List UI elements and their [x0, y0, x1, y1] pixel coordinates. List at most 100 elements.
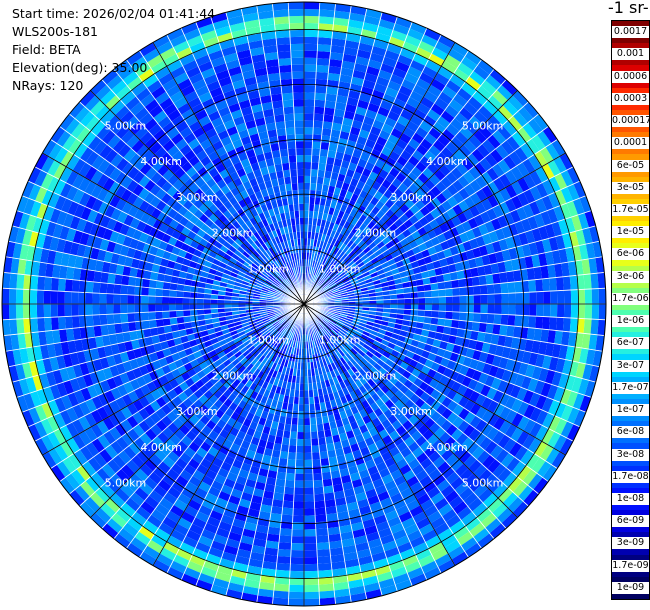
ray-gate: [389, 385, 400, 395]
ray-gate: [445, 304, 453, 312]
ray-gate: [176, 290, 184, 298]
ray-gate: [310, 424, 318, 432]
ray-gate: [518, 485, 534, 502]
ray-gate: [397, 481, 410, 493]
ray-gate: [482, 362, 492, 375]
ray-gate: [275, 30, 290, 39]
ray-gate: [512, 501, 529, 518]
ray-gate: [542, 464, 558, 482]
ray-gate: [367, 442, 378, 453]
ray-gate: [168, 297, 177, 304]
ray-gate: [340, 372, 348, 381]
ray-gate: [327, 72, 341, 82]
ray-gate: [467, 497, 483, 512]
ray-gate: [341, 212, 350, 221]
ray-gate: [341, 538, 356, 548]
ray-gate: [420, 138, 433, 151]
ray-gate: [316, 423, 325, 432]
ray-gate: [541, 397, 554, 413]
ray-gate: [410, 292, 419, 299]
ray-gate: [304, 466, 313, 474]
ray-gate: [317, 430, 326, 439]
ray-gate: [344, 558, 360, 568]
ray-gate: [341, 326, 349, 333]
ray-gate: [412, 149, 424, 162]
ray-gate: [323, 287, 331, 293]
ray-gate: [497, 105, 513, 121]
ray-gate: [423, 480, 437, 494]
ray-gate: [398, 375, 408, 385]
ray-gate: [562, 359, 573, 375]
ray-gate: [335, 351, 343, 359]
ray-gate: [337, 269, 345, 276]
ray-gate: [365, 324, 373, 330]
ray-gate: [384, 480, 397, 491]
ray-gate: [331, 193, 340, 202]
ray-gate: [556, 304, 565, 318]
ray-gate: [309, 189, 316, 198]
ray-gate: [497, 334, 507, 347]
ray-gate: [330, 329, 338, 336]
ray-gate: [134, 286, 142, 296]
ray-gate: [468, 134, 482, 149]
ray-gate: [311, 148, 321, 156]
ray-gate: [365, 588, 383, 600]
ray-gate: [330, 237, 337, 246]
ray-gate: [43, 290, 52, 304]
ray-gate: [423, 255, 433, 265]
ray-gate: [288, 396, 295, 404]
ray-gate: [348, 578, 364, 589]
ray-gate: [85, 315, 94, 327]
ray-gate: [409, 59, 426, 73]
ray-gate: [337, 173, 346, 183]
ray-gate: [495, 144, 509, 160]
ray-gate: [362, 373, 372, 382]
ray-gate: [427, 246, 437, 256]
ray-gate: [459, 295, 467, 304]
ray-gate: [436, 347, 446, 358]
ray-gate: [304, 36, 318, 45]
ray-gate: [535, 182, 549, 198]
ray-gate: [579, 347, 589, 364]
ray-gate: [319, 148, 329, 157]
ray-gate: [294, 473, 304, 481]
ray-gate: [542, 316, 551, 330]
ray-gate: [410, 339, 420, 348]
ray-gate: [595, 334, 605, 352]
ray-gate: [93, 271, 102, 283]
ray-gate: [448, 545, 465, 560]
ray-gate: [351, 265, 359, 273]
ray-gate: [120, 313, 129, 324]
ray-gate: [438, 559, 455, 573]
ray-gate: [365, 109, 378, 120]
ray-gate: [576, 318, 585, 334]
ray-gate: [328, 456, 338, 465]
ray-gate: [373, 142, 385, 153]
ray-gate: [373, 82, 388, 94]
ray-gate: [320, 141, 330, 150]
ray-gate: [340, 124, 352, 134]
ray-gate: [357, 498, 370, 509]
ray-gate: [573, 181, 586, 199]
ray-gate: [175, 297, 183, 304]
ray-gate: [337, 510, 350, 520]
ray-gate: [381, 123, 394, 135]
ray-gate: [469, 179, 482, 193]
ray-gate: [425, 59, 441, 73]
ray-gate: [425, 304, 433, 311]
ray-gate: [554, 418, 568, 435]
ray-gate: [345, 33, 361, 43]
ray-gate: [333, 326, 341, 333]
ray-gate: [385, 240, 394, 250]
ray-gate: [304, 411, 310, 419]
ray-gate: [304, 64, 317, 72]
ray-gate: [16, 274, 25, 290]
ray-gate: [528, 473, 543, 490]
ray-gate: [398, 85, 413, 97]
ray-gate: [317, 330, 323, 338]
ray-gate: [344, 320, 353, 325]
ray-gate: [478, 275, 487, 286]
ray-gate: [64, 304, 72, 317]
ray-gate: [476, 265, 486, 277]
ray-gate: [464, 277, 473, 287]
